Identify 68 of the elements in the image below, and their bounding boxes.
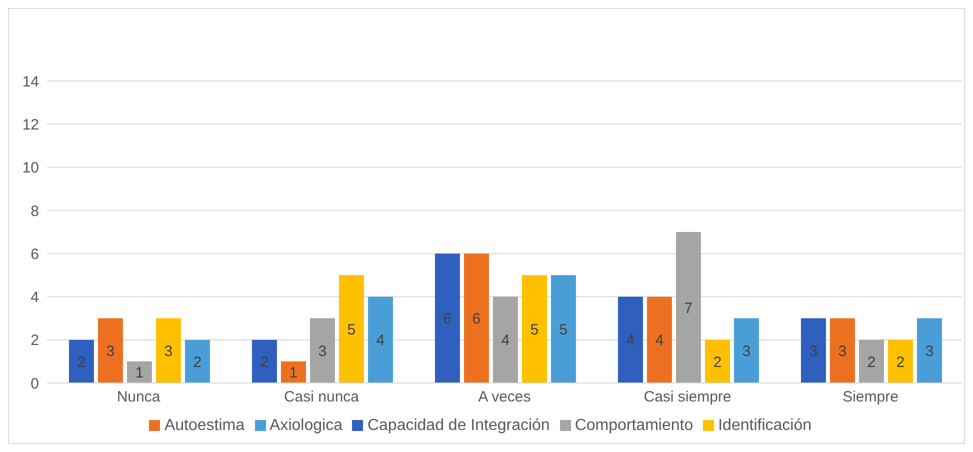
data-label: 6 <box>472 310 481 328</box>
data-label: 3 <box>925 342 934 360</box>
data-label: 5 <box>347 321 356 338</box>
y-tick-label: 14 <box>22 73 39 90</box>
data-label: 3 <box>106 342 115 360</box>
bar <box>68 340 94 383</box>
bar <box>252 340 277 383</box>
data-label: 4 <box>626 332 635 350</box>
y-tick-label: 4 <box>30 289 39 306</box>
bar <box>280 361 306 383</box>
data-label: 7 <box>684 300 693 317</box>
bar <box>434 254 460 383</box>
x-tick-label: Casi nunca <box>284 388 360 406</box>
data-label: 2 <box>896 354 905 371</box>
bar <box>646 296 672 383</box>
data-label: 3 <box>809 342 818 360</box>
data-label: 2 <box>713 354 722 371</box>
data-label: 3 <box>742 342 751 360</box>
bar <box>368 296 393 383</box>
x-tick-label: Casi siempre <box>644 388 732 406</box>
bar <box>550 275 576 383</box>
data-label: 2 <box>77 354 86 371</box>
x-tick-label: Siempre <box>842 388 898 406</box>
bar <box>676 232 701 383</box>
data-label: 4 <box>501 332 510 350</box>
bar <box>184 340 210 383</box>
y-tick-label: 0 <box>30 375 39 392</box>
data-label: 1 <box>289 364 298 382</box>
bar <box>464 254 489 383</box>
legend-label: Identificación <box>718 417 812 434</box>
bar <box>830 318 855 383</box>
bar <box>916 318 942 383</box>
data-label: 3 <box>838 342 847 360</box>
bar <box>704 340 730 383</box>
bar <box>522 275 547 383</box>
bar <box>126 361 152 383</box>
bar <box>338 275 364 383</box>
legend-label: Comportamiento <box>574 417 694 434</box>
bar <box>618 296 643 383</box>
bar <box>800 318 826 383</box>
y-tick-label: 6 <box>30 246 39 263</box>
bar <box>98 318 123 383</box>
bar <box>492 296 518 383</box>
legend-label: Capacidad de Integración <box>367 417 550 434</box>
data-label: 4 <box>655 332 664 350</box>
bar <box>156 318 181 383</box>
data-label: 6 <box>443 310 452 328</box>
data-label: 2 <box>193 354 202 371</box>
bar <box>858 340 884 383</box>
data-label: 4 <box>376 332 385 350</box>
data-label: 5 <box>530 321 539 338</box>
y-tick-label: 8 <box>30 202 39 220</box>
legend-label: Autoestima <box>164 417 245 434</box>
data-label: 3 <box>318 342 327 360</box>
x-tick-label: A veces <box>478 388 531 406</box>
data-label: 1 <box>135 364 144 382</box>
data-label: 2 <box>867 354 876 371</box>
data-label: 5 <box>559 321 568 338</box>
legend-label: Axiologica <box>270 417 342 434</box>
y-tick-label: 12 <box>22 116 39 134</box>
data-label: 2 <box>260 354 269 371</box>
bar <box>734 318 759 383</box>
bar <box>310 318 335 383</box>
data-label: 3 <box>164 342 173 360</box>
y-tick-label: 10 <box>22 160 39 177</box>
bar <box>888 340 913 383</box>
y-tick-label: 2 <box>30 332 39 350</box>
x-tick-label: Nunca <box>116 388 161 406</box>
